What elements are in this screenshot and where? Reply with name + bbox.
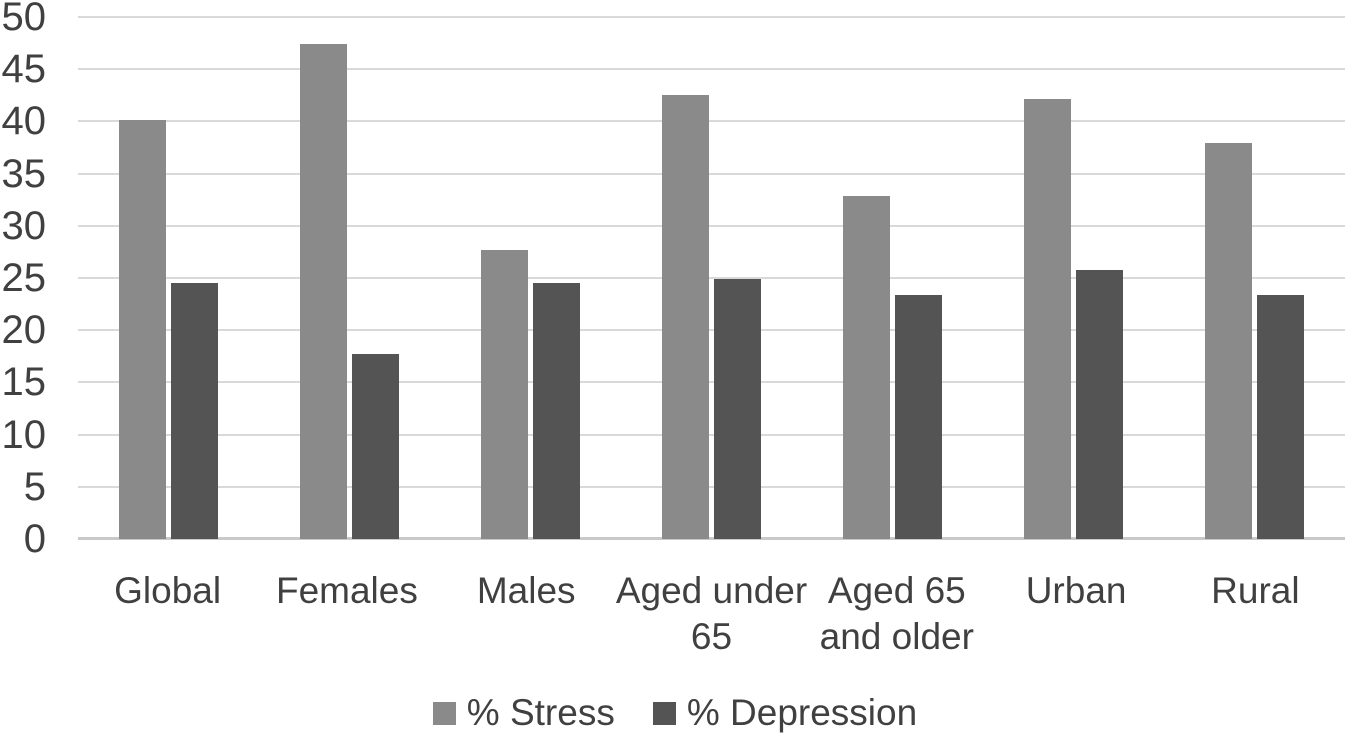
gridline-40: [78, 120, 1345, 123]
bar-depression-males: [533, 283, 580, 539]
bar-stress-urban: [1024, 99, 1071, 539]
y-tick-label-15: 15: [1, 360, 47, 405]
legend-item-stress: % Stress: [432, 692, 615, 734]
bar-depression-global: [171, 283, 218, 539]
bar-group-males: [440, 17, 621, 539]
gridline-50: [78, 16, 1345, 18]
bar-depression-urban: [1076, 269, 1123, 539]
category-label-line: 65: [690, 616, 733, 657]
y-tick-label-20: 20: [1, 308, 47, 353]
category-label-line: Females: [275, 570, 418, 611]
category-label-aged-65-and-older: Aged 65 and older: [807, 558, 986, 660]
bar-stress-global: [119, 120, 166, 539]
category-label-urban: Urban: [986, 558, 1165, 660]
gridline-10: [78, 433, 1345, 436]
bar-depression-aged-under-65: [714, 279, 761, 539]
category-label-line: Aged under: [615, 570, 808, 611]
y-tick-label-10: 10: [1, 412, 47, 457]
category-label-line: Rural: [1211, 570, 1300, 611]
category-label-line: Global: [114, 570, 222, 611]
y-tick-label-40: 40: [1, 99, 47, 144]
bar-depression-aged-65-and-older: [895, 294, 942, 539]
category-label-rural: Rural: [1166, 558, 1345, 660]
y-tick-label-5: 5: [23, 464, 46, 509]
y-axis-labels: 0 5 10 15 20 25 30 35 40 45 50: [0, 0, 47, 600]
y-tick-label-25: 25: [1, 256, 47, 300]
legend-label: % Depression: [686, 692, 918, 733]
bar-stress-males: [481, 249, 528, 539]
category-label-line: Males: [476, 570, 576, 611]
chart-legend: % Stress % Depression: [0, 692, 1350, 734]
legend-label: % Stress: [466, 692, 615, 733]
category-label-males: Males: [437, 558, 616, 660]
gridline-35: [78, 172, 1345, 175]
y-tick-label-0: 0: [23, 517, 46, 561]
legend-item-depression: % Depression: [652, 692, 918, 734]
bars-layer: [78, 17, 1345, 539]
bar-group-urban: [983, 17, 1164, 539]
category-label-line: Aged 65: [827, 570, 966, 611]
bar-group-rural: [1164, 17, 1345, 539]
y-tick-label-35: 35: [1, 151, 47, 196]
bar-stress-females: [300, 44, 347, 539]
gridline-45: [78, 68, 1345, 71]
bar-depression-females: [352, 354, 399, 539]
legend-swatch-depression: [652, 701, 676, 725]
category-label-females: Females: [257, 558, 436, 660]
y-tick-label-45: 45: [1, 47, 47, 92]
bar-group-aged-under-65: [621, 17, 802, 539]
category-label-aged-under-65: Aged under 65: [616, 558, 807, 660]
y-tick-label-30: 30: [1, 203, 47, 248]
bar-depression-rural: [1257, 294, 1304, 539]
bar-group-aged-65-and-older: [802, 17, 983, 539]
bar-stress-rural: [1205, 143, 1252, 539]
y-tick-label-50: 50: [1, 0, 47, 39]
gridline-25: [78, 277, 1345, 279]
category-label-global: Global: [78, 558, 257, 660]
x-axis-labels: Global Females Males Aged under 65 Aged 65 and…: [78, 558, 1345, 660]
bar-stress-aged-65-and-older: [843, 195, 890, 539]
bar-group-females: [259, 17, 440, 539]
bar-stress-aged-under-65: [662, 95, 709, 539]
legend-swatch-stress: [432, 701, 456, 725]
gridline-20: [78, 329, 1345, 332]
bar-group-global: [78, 17, 259, 539]
gridline-15: [78, 381, 1345, 384]
gridline-5: [78, 485, 1345, 488]
category-label-line: Urban: [1025, 570, 1127, 611]
category-label-line: and older: [819, 616, 974, 657]
x-axis-line: [78, 537, 1345, 540]
plot-area: [78, 16, 1345, 540]
gridline-30: [78, 224, 1345, 227]
